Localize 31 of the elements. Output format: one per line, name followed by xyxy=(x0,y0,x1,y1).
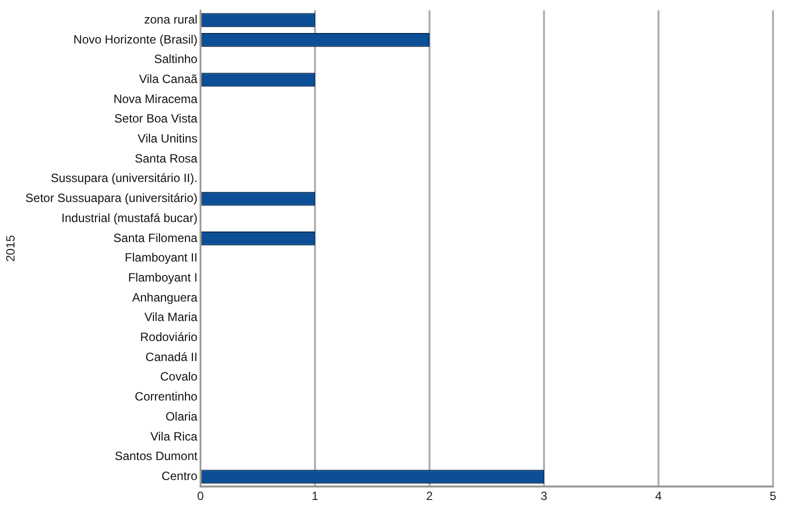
x-tick-label: 2 xyxy=(426,489,434,504)
x-tick-label: 5 xyxy=(770,489,777,504)
y-tick-label: Vila Canaã xyxy=(138,72,198,86)
y-tick-label: Santa Rosa xyxy=(134,151,198,166)
y-tick-label: Vila Unitins xyxy=(138,132,198,146)
y-tick-label: Setor Sussuapara (universitário) xyxy=(25,191,198,206)
y-tick-label: Santos Dumont xyxy=(114,449,198,464)
y-tick-label: Industrial (mustafá bucar) xyxy=(61,210,198,225)
y-tick-label: Setor Boa Vista xyxy=(114,112,198,126)
y-tick-label: Vila Rica xyxy=(150,429,198,444)
y-tick-label: Rodoviário xyxy=(140,330,198,344)
y-tick-label: Sussupara (universitário II). xyxy=(50,171,198,186)
y-tick-label: Centro xyxy=(161,468,198,483)
x-tick-label: 4 xyxy=(655,489,662,504)
y-tick-label: Santa Filomena xyxy=(113,230,198,245)
y-tick-label: Canadá II xyxy=(145,350,198,364)
y-tick-label: Covalo xyxy=(160,370,198,384)
y-tick-label: Flamboyant I xyxy=(128,270,198,284)
y-tick-label: Olaria xyxy=(165,409,198,424)
y-axis-title: 2015 xyxy=(4,234,18,262)
y-tick-label: Novo Horizonte (Brasil) xyxy=(73,32,198,46)
y-tick-label: Vila Maria xyxy=(144,310,198,324)
y-tick-label: Flamboyant II xyxy=(124,250,198,265)
y-tick-label: zona rural xyxy=(144,12,198,26)
x-tick-label: 3 xyxy=(540,489,548,504)
x-tick-label: 0 xyxy=(197,489,204,504)
y-tick-label: Anhanguera xyxy=(132,290,198,304)
y-tick-label: Correntinho xyxy=(134,390,198,404)
x-tick-label: 1 xyxy=(312,489,319,504)
y-tick-label: Nova Miracema xyxy=(113,92,198,106)
y-tick-label: Saltinho xyxy=(154,52,198,66)
